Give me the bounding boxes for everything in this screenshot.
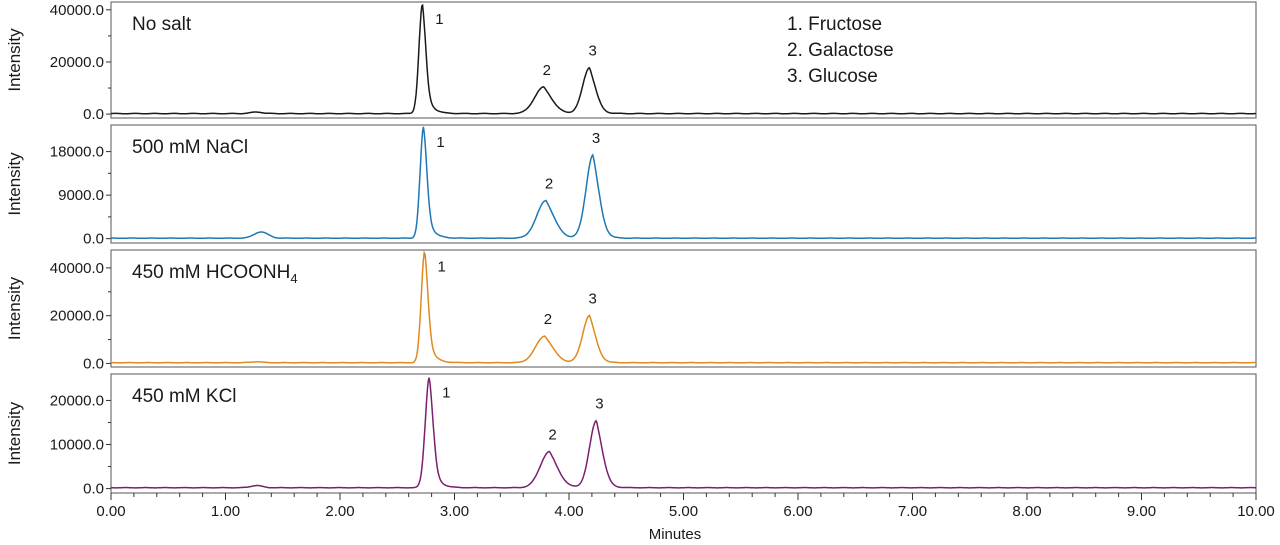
- peak-2-label: 2: [545, 175, 553, 192]
- panel-3: 0.0 20000.0 40000.0 Intensity 1 2 3 450 mM HCOO…: [5, 249, 1257, 372]
- y-axis-label: Intensity: [5, 152, 24, 216]
- y-tick-label: 20000.0: [50, 308, 104, 325]
- x-tick-label: 2.00: [325, 503, 354, 520]
- x-axis-label: Minutes: [649, 526, 702, 543]
- peak-2-label: 2: [548, 427, 556, 444]
- series-line-4: [111, 377, 1256, 489]
- y-tick-label: 40000.0: [50, 2, 104, 19]
- x-tick-label: 1.00: [211, 503, 240, 520]
- peak-3-label: 3: [588, 43, 596, 60]
- x-tick-label: 9.00: [1127, 503, 1156, 520]
- x-tick-label: 8.00: [1012, 503, 1041, 520]
- y-tick-label: 20000.0: [50, 54, 104, 71]
- panel-frame: [110, 124, 1257, 244]
- x-tick-label: 10.00: [1237, 503, 1275, 520]
- legend-entry-2: 2. Galactose: [787, 40, 894, 61]
- x-tick-label: 6.00: [783, 503, 812, 520]
- series-line-2: [111, 126, 1256, 240]
- y-tick-label: 20000.0: [50, 392, 104, 409]
- panel-4: 0.0 10000.0 20000.0 Intensity 1 2 3 450 mM KCl: [5, 373, 1257, 498]
- y-tick-label: 9000.0: [58, 187, 104, 204]
- y-tick-label: 40000.0: [50, 260, 104, 277]
- peak-3-label: 3: [595, 396, 603, 413]
- legend: 1. Fructose 2. Galactose 3. Glucose: [787, 14, 894, 87]
- y-axis-label: Intensity: [5, 276, 24, 340]
- panel-title: No salt: [132, 14, 192, 35]
- peak-1-label: 1: [435, 11, 443, 28]
- y-tick-label: 10000.0: [50, 437, 104, 454]
- legend-entry-3: 3. Glucose: [787, 66, 878, 87]
- x-tick-label: 0.00: [96, 503, 125, 520]
- panel-2: 0.0 9000.0 18000.0 Intensity 1 2 3 500 mM NaCl: [5, 124, 1257, 248]
- panels-group: 0.0 20000.0 40000.0 Intensity 1 2 3 No salt 0.0 9…: [5, 1, 1257, 498]
- peak-1-label: 1: [442, 385, 450, 402]
- peak-1-label: 1: [438, 259, 446, 276]
- peak-2-label: 2: [543, 62, 551, 79]
- panel-title: 450 mM KCl: [132, 386, 237, 407]
- y-axis-label: Intensity: [5, 401, 24, 465]
- panel-frame: [110, 249, 1257, 368]
- panel-1: 0.0 20000.0 40000.0 Intensity 1 2 3 No salt: [5, 1, 1257, 123]
- legend-entry-1: 1. Fructose: [787, 14, 882, 35]
- y-axis-label: Intensity: [5, 28, 24, 92]
- y-tick-label: 18000.0: [50, 144, 104, 161]
- x-tick-label: 7.00: [898, 503, 927, 520]
- y-tick-label: 0.0: [83, 231, 104, 248]
- x-tick-label: 3.00: [440, 503, 469, 520]
- panel-frame: [110, 373, 1257, 494]
- y-tick-label: 0.0: [83, 355, 104, 372]
- y-tick-label: 0.0: [83, 481, 104, 498]
- panel-frame: [110, 1, 1257, 119]
- peak-1-label: 1: [436, 134, 444, 151]
- series-line-3: [110, 250, 1257, 364]
- series-line-1: [110, 3, 1257, 115]
- panel-title: 450 mM HCOONH4: [132, 262, 298, 286]
- x-tick-label: 4.00: [554, 503, 583, 520]
- x-tick-label: 5.00: [669, 503, 698, 520]
- y-tick-label: 0.0: [83, 106, 104, 123]
- x-axis: 0.00 1.00 2.00 3.00 4.00 5.00 6.00 7.00 8.00 9.00…: [96, 493, 1275, 520]
- panel-title: 500 mM NaCl: [132, 137, 248, 158]
- peak-3-label: 3: [588, 290, 596, 307]
- peak-2-label: 2: [544, 311, 552, 328]
- peak-3-label: 3: [592, 130, 600, 147]
